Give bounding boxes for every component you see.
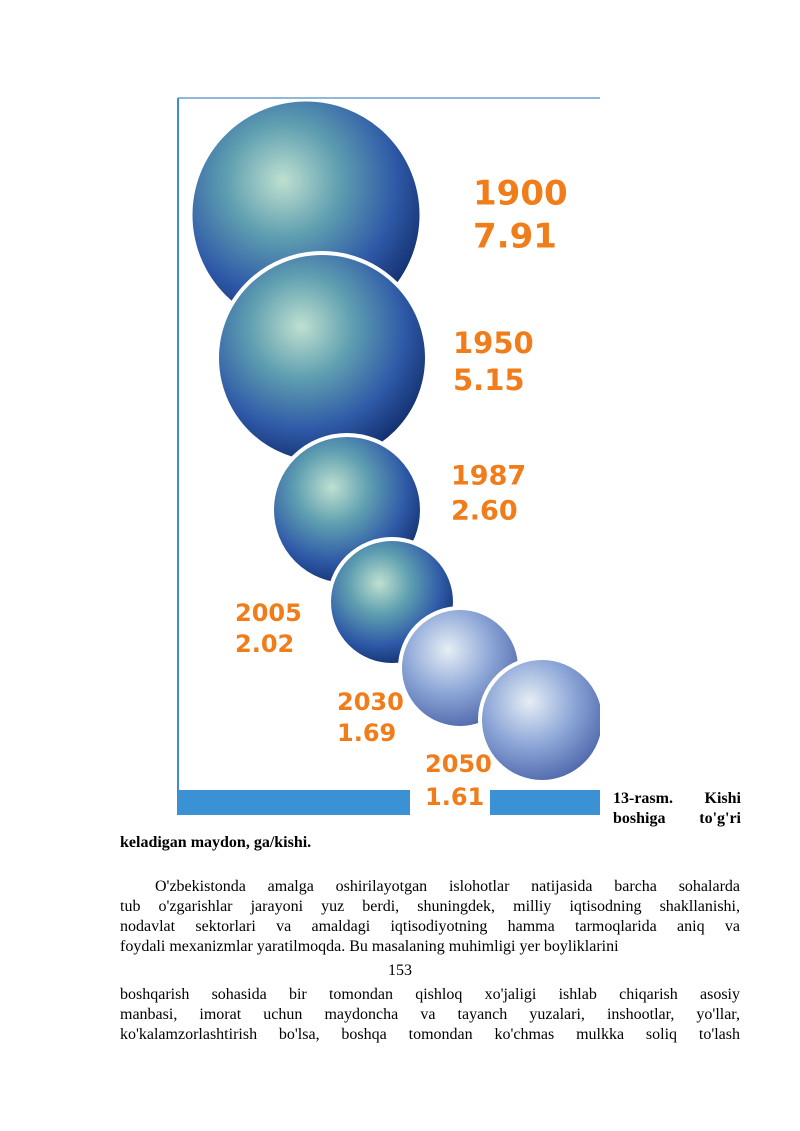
year-label: 2030 [337, 688, 404, 716]
year-label: 1950 [453, 326, 534, 360]
text-line: ko'kalamzorlashtirish bo'lsa, boshqa tom… [120, 1026, 740, 1043]
year-label: 1900 [473, 174, 568, 214]
text-line: foydali mexanizmlar yaratilmoqda. Bu mas… [120, 938, 619, 955]
value-label: 2.60 [451, 496, 518, 527]
caption: 13-rasm. Kishi [613, 790, 741, 807]
text-line: boshqarish sohasida bir tomondan qishloq… [120, 986, 740, 1003]
year-label: 1987 [451, 461, 526, 492]
year-label: 2050 [425, 750, 492, 778]
page-number: 153 [388, 962, 412, 979]
value-label: 2.02 [235, 630, 294, 658]
value-label: 1.69 [337, 719, 396, 747]
text-line: nodavlat sektorlari va amaldagi iqtisodi… [120, 918, 740, 935]
year-label: 2005 [235, 599, 302, 627]
caption: boshiga to'g'ri [613, 810, 741, 827]
text-line: O'zbekistonda amalga oshirilayotgan islo… [155, 878, 740, 895]
value-label: 1.61 [425, 783, 484, 811]
caption: keladigan maydon, ga/kishi. [120, 834, 312, 851]
globes [178, 98, 600, 818]
text-line: tub o'zgarishlar jarayoni yuz berdi, shu… [120, 898, 740, 915]
value-label: 5.15 [453, 363, 525, 397]
value-label: 7.91 [473, 217, 557, 257]
text-line: manbasi, imorat uchun maydoncha va tayan… [120, 1006, 740, 1023]
